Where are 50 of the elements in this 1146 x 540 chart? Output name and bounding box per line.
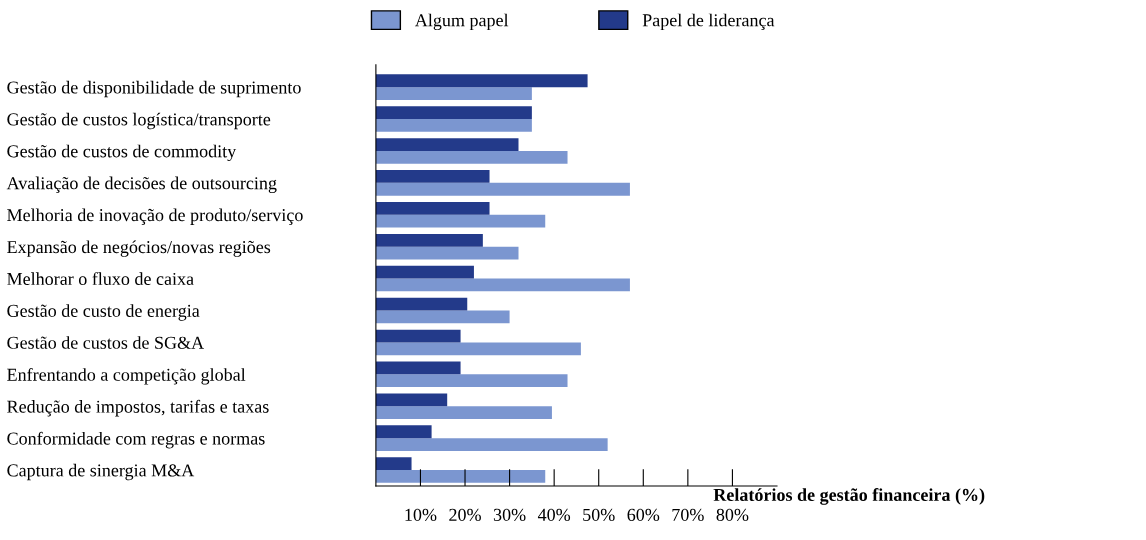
y-tick-label: Melhorar o fluxo de caixa: [7, 272, 194, 286]
x-tick-label: 20%: [449, 508, 481, 521]
bar: [375, 374, 568, 388]
y-tick-label: Conformidade com regras e normas: [7, 431, 265, 449]
y-tick-label: Avaliação de decisões de outsourcing: [6, 176, 277, 194]
bar: [375, 182, 630, 196]
bar: [375, 393, 448, 407]
bar: [375, 87, 532, 100]
x-tick-label: 60%: [627, 508, 660, 521]
bar: [375, 361, 461, 375]
bar: [375, 265, 474, 279]
bar: [375, 119, 532, 132]
bar: [375, 342, 581, 356]
x-tick-label: 40%: [537, 508, 571, 521]
bar: [375, 438, 608, 451]
x-tick-label: 70%: [672, 508, 704, 521]
bar: [375, 329, 461, 343]
x-tick-label: 50%: [583, 508, 615, 521]
bar: [375, 297, 468, 311]
y-tick-label: Melhoria de inovação de produto/serviço: [7, 208, 303, 225]
y-tick-label: Gestão de custos logística/transporte: [7, 112, 271, 130]
legend-label: Papel de liderança: [642, 13, 775, 31]
bar: [375, 138, 519, 151]
x-axis-title: Relatórios de gestão financeira (%): [713, 488, 985, 505]
bar: [375, 425, 432, 439]
bar: [375, 310, 510, 324]
y-tick-label: Gestão de custos de SG&A: [7, 336, 205, 349]
legend-label: Algum papel: [414, 13, 509, 31]
y-tick-label: Gestão de disponibilidade de suprimento: [7, 80, 301, 98]
bar: [375, 246, 519, 260]
bar: [375, 106, 532, 120]
y-tick-label: Redução de impostos, tarifas e taxas: [7, 399, 269, 417]
bar: [375, 202, 490, 215]
bar: [375, 170, 490, 183]
bar: [375, 406, 552, 419]
y-tick-label: Gestão de custo de energia: [7, 304, 200, 321]
bar: [375, 150, 568, 164]
bar: [375, 74, 588, 88]
x-tick-label: 30%: [493, 508, 526, 521]
y-tick-label: Expansão de negócios/novas regiões: [7, 240, 271, 257]
bar: [375, 457, 412, 471]
bar: [375, 233, 483, 247]
y-tick-label: Captura de sinergia M&A: [7, 463, 195, 481]
x-tick-label: 10%: [405, 508, 437, 521]
bar: [375, 214, 546, 228]
y-tick-label: Gestão de custos de commodity: [7, 144, 237, 162]
y-tick-label: Enfrentando a competição global: [7, 367, 246, 385]
x-tick-label: 80%: [716, 508, 749, 521]
bar: [375, 278, 630, 292]
bar: [375, 470, 546, 483]
